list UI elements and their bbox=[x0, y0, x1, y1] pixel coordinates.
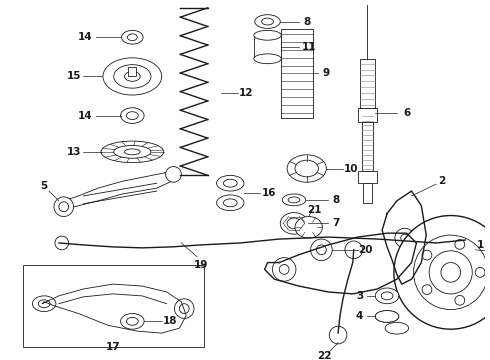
FancyBboxPatch shape bbox=[362, 122, 373, 171]
Circle shape bbox=[179, 304, 189, 314]
Text: 19: 19 bbox=[194, 260, 208, 270]
Circle shape bbox=[394, 216, 490, 329]
Ellipse shape bbox=[217, 195, 244, 211]
Ellipse shape bbox=[127, 34, 137, 41]
Ellipse shape bbox=[126, 112, 138, 120]
Ellipse shape bbox=[223, 199, 237, 207]
Text: 22: 22 bbox=[317, 351, 332, 360]
Ellipse shape bbox=[288, 197, 300, 203]
Text: 3: 3 bbox=[356, 291, 363, 301]
Circle shape bbox=[329, 326, 347, 344]
Ellipse shape bbox=[295, 160, 319, 177]
Circle shape bbox=[54, 197, 74, 216]
Ellipse shape bbox=[32, 296, 56, 311]
Text: 7: 7 bbox=[332, 219, 340, 228]
Circle shape bbox=[422, 250, 432, 260]
Text: 15: 15 bbox=[67, 71, 82, 81]
Ellipse shape bbox=[254, 54, 281, 64]
FancyBboxPatch shape bbox=[128, 67, 136, 76]
Circle shape bbox=[475, 267, 485, 277]
Ellipse shape bbox=[126, 318, 138, 325]
Ellipse shape bbox=[114, 145, 151, 158]
Text: 6: 6 bbox=[403, 108, 410, 118]
Ellipse shape bbox=[254, 30, 281, 40]
Ellipse shape bbox=[223, 179, 237, 187]
Text: 2: 2 bbox=[438, 176, 445, 186]
Text: 20: 20 bbox=[358, 245, 373, 255]
Ellipse shape bbox=[124, 72, 140, 81]
Ellipse shape bbox=[385, 322, 409, 334]
Circle shape bbox=[345, 241, 363, 258]
Circle shape bbox=[166, 167, 181, 182]
Text: 14: 14 bbox=[78, 111, 93, 121]
Text: 9: 9 bbox=[323, 68, 330, 78]
Circle shape bbox=[455, 239, 465, 249]
FancyBboxPatch shape bbox=[254, 35, 281, 59]
Ellipse shape bbox=[381, 292, 393, 300]
FancyBboxPatch shape bbox=[281, 30, 313, 118]
Circle shape bbox=[311, 239, 332, 261]
Circle shape bbox=[414, 235, 488, 310]
Ellipse shape bbox=[124, 149, 140, 155]
Text: 1: 1 bbox=[476, 240, 484, 250]
Ellipse shape bbox=[122, 30, 143, 44]
Ellipse shape bbox=[287, 155, 326, 182]
Ellipse shape bbox=[121, 108, 144, 123]
Circle shape bbox=[272, 258, 296, 281]
Ellipse shape bbox=[103, 58, 162, 95]
Circle shape bbox=[395, 228, 415, 248]
FancyBboxPatch shape bbox=[363, 183, 372, 203]
Circle shape bbox=[441, 262, 461, 282]
Ellipse shape bbox=[287, 218, 301, 229]
Circle shape bbox=[59, 202, 69, 212]
Ellipse shape bbox=[375, 311, 399, 322]
Circle shape bbox=[429, 251, 472, 294]
Polygon shape bbox=[59, 171, 176, 211]
Ellipse shape bbox=[375, 288, 399, 304]
Text: 16: 16 bbox=[262, 188, 277, 198]
Ellipse shape bbox=[38, 300, 50, 308]
Text: 14: 14 bbox=[78, 32, 93, 42]
Ellipse shape bbox=[121, 314, 144, 329]
Text: 18: 18 bbox=[162, 316, 177, 326]
Text: 5: 5 bbox=[41, 181, 48, 191]
Ellipse shape bbox=[255, 15, 280, 28]
Ellipse shape bbox=[282, 194, 306, 206]
Ellipse shape bbox=[262, 18, 273, 25]
Circle shape bbox=[317, 245, 326, 255]
Ellipse shape bbox=[375, 311, 399, 322]
Text: 4: 4 bbox=[356, 311, 363, 321]
Circle shape bbox=[401, 234, 409, 242]
Text: 17: 17 bbox=[105, 342, 120, 352]
Circle shape bbox=[279, 265, 289, 274]
FancyBboxPatch shape bbox=[23, 265, 204, 347]
Circle shape bbox=[422, 285, 432, 294]
Ellipse shape bbox=[114, 65, 151, 88]
FancyBboxPatch shape bbox=[358, 108, 377, 122]
Circle shape bbox=[455, 296, 465, 305]
Text: 8: 8 bbox=[303, 17, 310, 27]
Circle shape bbox=[174, 299, 194, 318]
Text: 13: 13 bbox=[67, 147, 82, 157]
Ellipse shape bbox=[101, 141, 164, 163]
Text: 10: 10 bbox=[343, 163, 358, 174]
Text: 11: 11 bbox=[301, 42, 316, 52]
Text: 12: 12 bbox=[239, 88, 253, 98]
Ellipse shape bbox=[217, 175, 244, 191]
Ellipse shape bbox=[280, 213, 308, 234]
FancyBboxPatch shape bbox=[360, 59, 375, 108]
Circle shape bbox=[55, 236, 69, 250]
Ellipse shape bbox=[295, 216, 322, 238]
Text: 21: 21 bbox=[307, 204, 322, 215]
Text: 8: 8 bbox=[333, 195, 340, 205]
FancyBboxPatch shape bbox=[358, 171, 377, 183]
